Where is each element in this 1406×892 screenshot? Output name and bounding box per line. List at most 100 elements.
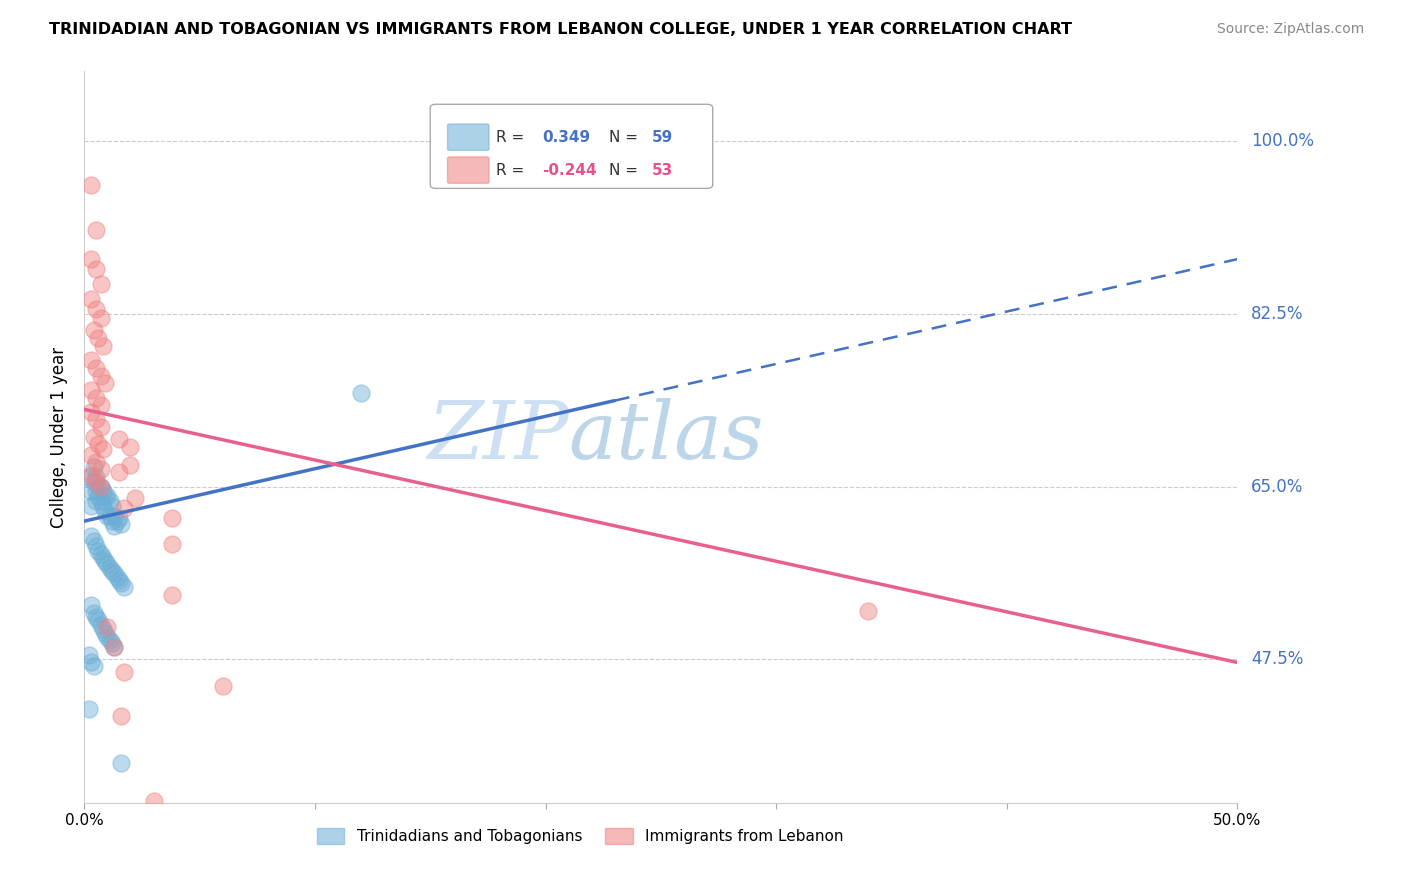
Point: [80, 500, 103, 514]
Point: [112, 501, 135, 516]
Point: [89, 547, 111, 561]
Point: [112, 665, 135, 680]
Point: [87, 479, 110, 493]
Legend: Trinidadians and Tobagonians, Immigrants from Lebanon: Trinidadians and Tobagonians, Immigrants…: [311, 822, 849, 850]
Point: [91, 500, 114, 514]
Point: [84, 469, 107, 483]
Point: [83, 459, 105, 474]
Text: 100.0%: 100.0%: [1251, 131, 1315, 150]
Point: [84, 455, 107, 469]
Point: [83, 430, 105, 444]
Point: [84, 494, 107, 508]
Point: [80, 484, 103, 499]
Point: [80, 383, 103, 397]
Point: [96, 620, 118, 634]
Point: [89, 311, 111, 326]
Point: [94, 376, 117, 390]
Point: [110, 576, 132, 591]
Point: [87, 543, 110, 558]
Point: [91, 442, 114, 456]
Point: [89, 479, 111, 493]
Text: 65.0%: 65.0%: [1251, 477, 1303, 495]
Point: [80, 598, 103, 612]
Point: [101, 635, 124, 649]
Point: [80, 448, 103, 462]
Point: [84, 391, 107, 405]
Point: [96, 630, 118, 644]
Point: [83, 323, 105, 337]
Point: [103, 519, 125, 533]
Point: [80, 252, 103, 267]
Text: N =: N =: [609, 162, 638, 178]
Point: [91, 622, 114, 636]
Point: [89, 399, 111, 413]
Point: [94, 504, 117, 518]
Text: ZIP: ZIP: [427, 399, 568, 475]
Point: [83, 659, 105, 673]
Text: N =: N =: [609, 129, 638, 145]
Point: [96, 509, 118, 524]
FancyBboxPatch shape: [430, 104, 713, 188]
Point: [105, 570, 128, 584]
Point: [87, 437, 110, 451]
Point: [94, 625, 117, 640]
Point: [108, 574, 131, 588]
Point: [80, 405, 103, 419]
Point: [101, 564, 124, 578]
Point: [80, 467, 103, 482]
Point: [94, 554, 117, 568]
Point: [142, 794, 165, 808]
Text: atlas: atlas: [568, 399, 763, 475]
Point: [96, 489, 118, 503]
Point: [89, 461, 111, 475]
Point: [211, 679, 233, 693]
Point: [96, 557, 118, 571]
Text: TRINIDADIAN AND TOBAGONIAN VS IMMIGRANTS FROM LEBANON COLLEGE, UNDER 1 YEAR CORR: TRINIDADIAN AND TOBAGONIAN VS IMMIGRANTS…: [49, 22, 1073, 37]
Text: 59: 59: [651, 129, 673, 145]
Point: [112, 580, 135, 594]
Point: [350, 385, 373, 400]
Point: [108, 465, 131, 479]
Point: [160, 511, 183, 525]
FancyBboxPatch shape: [447, 124, 489, 151]
Text: -0.244: -0.244: [543, 162, 596, 178]
Point: [80, 656, 103, 670]
Point: [84, 474, 107, 488]
Point: [108, 432, 131, 446]
Point: [108, 511, 131, 525]
Point: [98, 509, 121, 524]
Point: [105, 514, 128, 528]
Y-axis label: College, Under 1 year: College, Under 1 year: [51, 346, 69, 528]
Point: [83, 606, 105, 620]
Point: [84, 484, 107, 499]
Point: [120, 440, 142, 454]
Point: [91, 339, 114, 353]
Point: [80, 529, 103, 543]
Point: [87, 489, 110, 503]
Point: [124, 491, 146, 506]
Text: 0.349: 0.349: [543, 129, 591, 145]
Point: [84, 610, 107, 624]
Point: [110, 708, 132, 723]
Point: [160, 537, 183, 551]
Point: [84, 301, 107, 316]
Point: [98, 632, 121, 647]
Point: [98, 560, 121, 574]
Text: 47.5%: 47.5%: [1251, 650, 1303, 668]
Point: [89, 277, 111, 291]
Point: [120, 458, 142, 472]
Point: [83, 475, 105, 489]
Point: [89, 479, 111, 493]
Point: [103, 509, 125, 524]
Point: [87, 331, 110, 345]
Point: [101, 500, 124, 514]
Point: [110, 756, 132, 771]
Point: [80, 353, 103, 368]
Point: [160, 588, 183, 602]
FancyBboxPatch shape: [447, 157, 489, 183]
Text: Source: ZipAtlas.com: Source: ZipAtlas.com: [1216, 22, 1364, 37]
Point: [103, 640, 125, 654]
Text: R =: R =: [496, 162, 524, 178]
Point: [84, 262, 107, 277]
Point: [110, 517, 132, 532]
